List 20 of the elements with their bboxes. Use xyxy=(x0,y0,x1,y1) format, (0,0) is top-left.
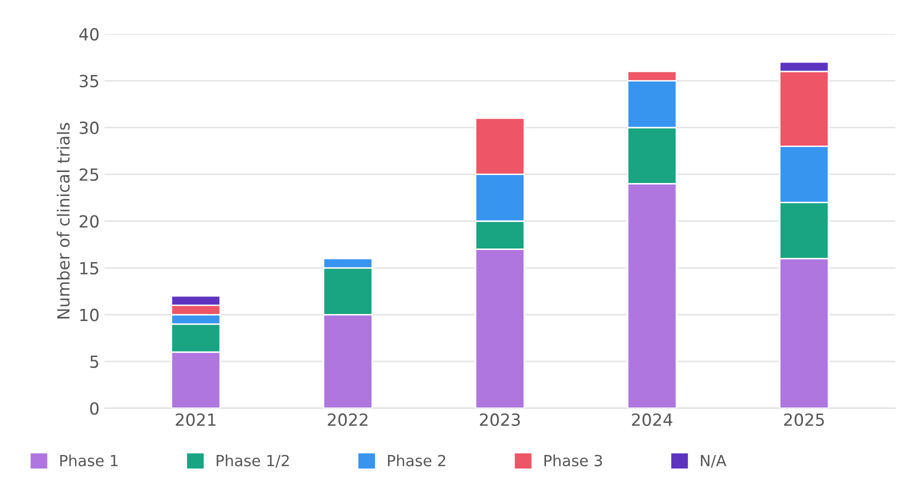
x-tick-label: 2024 xyxy=(632,413,672,426)
y-tick-label: 5 xyxy=(90,356,98,368)
x-tick-label: 2022 xyxy=(328,413,368,426)
legend-label: N/A xyxy=(700,455,726,468)
y-tick-label: 35 xyxy=(80,74,98,88)
y-tick-label: 20 xyxy=(80,215,99,228)
legend-label: Phase 1 xyxy=(60,454,118,466)
y-tick-label: 15 xyxy=(80,262,98,274)
x-tick-label: 2023 xyxy=(480,413,520,426)
x-tick-label: 2025 xyxy=(784,413,824,426)
legend-label: Phase 3 xyxy=(544,454,602,466)
x-tick-label: 2021 xyxy=(176,413,216,426)
y-axis-title: Number of clinical trials xyxy=(56,122,70,319)
legend-label: Phase 1/2 xyxy=(216,454,289,468)
y-tick-label: 30 xyxy=(80,122,99,134)
y-tick-label: 25 xyxy=(80,168,98,181)
legend-label: Phase 2 xyxy=(388,454,446,466)
y-tick-label: 40 xyxy=(79,28,99,41)
y-tick-label: 0 xyxy=(90,402,99,415)
y-tick-label: 10 xyxy=(80,308,99,322)
